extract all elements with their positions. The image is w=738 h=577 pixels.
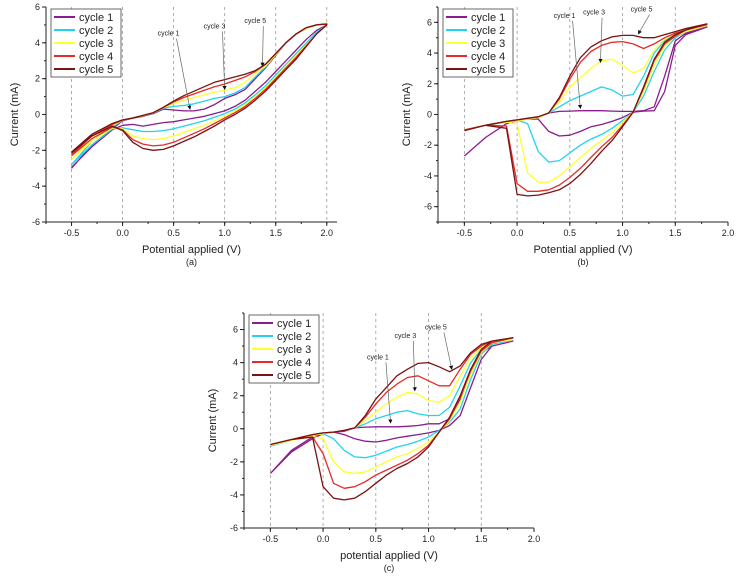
y-tick-label: 4 <box>35 38 40 48</box>
annotation-label: cycle 1 <box>367 354 389 361</box>
chart-panel-b: -0.5 0.0 0.5 1.0 1.5 2.0 -6 -4 -2 0 2 4 6 Potential a… <box>401 6 735 267</box>
x-tick-label: 0.0 <box>317 534 330 544</box>
annotation-arrow <box>638 14 650 35</box>
series-line-cycle-5 <box>270 337 514 501</box>
x-tick-label: 1.0 <box>422 534 435 544</box>
y-axis-label: Current (mA) <box>401 83 413 147</box>
y-tick-label: 0 <box>427 110 432 120</box>
y-tick-label: 6 <box>35 2 40 12</box>
y-tick-label: -2 <box>230 457 238 467</box>
annotation-label: cycle 3 <box>394 333 416 340</box>
legend-label: cycle 3 <box>79 38 113 50</box>
annotation-arrow <box>260 26 265 67</box>
x-axis-label: potential applied (V) <box>340 550 438 562</box>
x-tick-label: 0.0 <box>511 228 524 238</box>
x-tick-label: 0.5 <box>167 228 180 238</box>
series-line-cycle-3 <box>464 24 708 183</box>
legend-label: cycle 4 <box>471 51 505 63</box>
y-axis-label: Current (mA) <box>207 389 219 453</box>
y-tick-label: 4 <box>427 48 432 58</box>
legend-label: cycle 4 <box>277 357 311 369</box>
y-tick-label: 0 <box>35 110 40 120</box>
series-line-cycle-1 <box>269 340 514 474</box>
legend-label: cycle 3 <box>277 344 311 356</box>
y-tick-label: -4 <box>424 171 432 181</box>
annotation-arrow <box>598 17 603 63</box>
y-tick-label: -6 <box>32 217 40 227</box>
legend-label: cycle 5 <box>277 370 311 382</box>
x-tick-label: 1.0 <box>218 228 231 238</box>
y-tick-label: 2 <box>233 391 238 401</box>
series-line-cycle-5 <box>71 23 328 154</box>
legend-label: cycle 4 <box>79 51 113 63</box>
y-tick-label: 6 <box>427 17 432 27</box>
x-tick-label: 2.0 <box>321 228 334 238</box>
annotation-arrow <box>412 340 417 392</box>
x-tick-label: 1.5 <box>475 534 488 544</box>
annotation-label: cycle 5 <box>244 18 266 25</box>
series-line-cycle-3 <box>270 338 514 475</box>
x-tick-label: 1.0 <box>616 228 629 238</box>
annotation-label: cycle 5 <box>631 7 653 14</box>
y-tick-label: 2 <box>35 74 40 84</box>
legend-label: cycle 2 <box>471 25 505 37</box>
annotation-arrow <box>443 332 454 370</box>
x-tick-label: -0.5 <box>263 534 279 544</box>
legend-label: cycle 5 <box>471 64 505 76</box>
x-tick-label: 1.5 <box>669 228 682 238</box>
panel-caption: (b) <box>578 257 589 267</box>
legend-label: cycle 1 <box>79 12 113 24</box>
x-tick-label: 0.0 <box>116 228 129 238</box>
legend-label: cycle 1 <box>277 318 311 330</box>
chart-panel-c: -0.5 0.0 0.5 1.0 1.5 2.0 -6 -4 -2 0 2 4 6 potential a… <box>207 312 541 573</box>
y-tick-label: -6 <box>230 523 238 533</box>
y-tick-label: -4 <box>32 181 40 191</box>
y-tick-label: -6 <box>424 202 432 212</box>
annotation-arrow <box>176 38 192 110</box>
y-tick-label: -4 <box>230 490 238 500</box>
legend-label: cycle 1 <box>471 12 505 24</box>
annotation-arrow <box>572 20 583 110</box>
legend-label: cycle 5 <box>79 64 113 76</box>
panel-caption: (c) <box>384 563 395 573</box>
x-tick-label: 2.0 <box>722 228 735 238</box>
annotation-label: cycle 1 <box>158 31 180 38</box>
x-tick-label: -0.5 <box>64 228 80 238</box>
y-tick-label: 6 <box>233 325 238 335</box>
annotation-label: cycle 5 <box>425 325 447 332</box>
annotation-label: cycle 1 <box>554 13 576 20</box>
annotation-arrow <box>385 362 393 424</box>
x-axis-label: Potential applied (V) <box>142 244 241 256</box>
x-axis-label: Potential applied (V) <box>533 244 632 256</box>
legend-label: cycle 3 <box>471 38 505 50</box>
legend-label: cycle 2 <box>277 331 311 343</box>
panel-caption: (a) <box>186 257 197 267</box>
y-tick-label: 0 <box>233 424 238 434</box>
annotation-label: cycle 3 <box>583 10 605 17</box>
annotation-label: cycle 3 <box>204 24 226 31</box>
x-tick-label: 2.0 <box>528 534 541 544</box>
y-tick-label: 2 <box>427 79 432 89</box>
x-tick-label: 1.5 <box>269 228 282 238</box>
x-tick-label: 0.5 <box>564 228 577 238</box>
y-tick-label: 4 <box>233 358 238 368</box>
series-line-cycle-5 <box>464 23 708 197</box>
series-line-cycle-1 <box>463 26 708 157</box>
legend-label: cycle 2 <box>79 25 113 37</box>
chart-panel-a: -0.5 0.0 0.5 1.0 1.5 2.0 -6 -4 -2 0 2 4 6 Potential a… <box>9 2 337 267</box>
x-tick-label: -0.5 <box>457 228 473 238</box>
y-tick-label: -2 <box>32 145 40 155</box>
y-tick-label: -2 <box>424 140 432 150</box>
y-axis-label: Current (mA) <box>9 83 21 147</box>
x-tick-label: 0.5 <box>370 534 383 544</box>
annotation-arrow <box>222 31 227 91</box>
